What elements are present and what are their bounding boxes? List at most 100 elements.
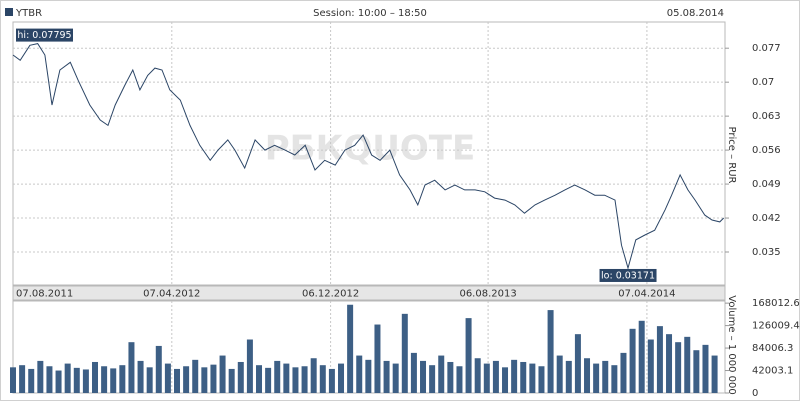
volume-bar	[383, 360, 390, 393]
legend-label: YTBR	[15, 8, 42, 19]
x-tick-label: 06.08.2013	[459, 289, 516, 300]
volume-bar	[210, 364, 217, 393]
volume-bar	[128, 342, 135, 393]
y-tick-label: 0.049	[752, 179, 781, 190]
price-panel	[12, 21, 726, 286]
volume-bar	[237, 361, 244, 393]
y-tick-label: 0.077	[752, 43, 781, 54]
volume-bar	[629, 328, 636, 393]
x-tick-label: 07.08.2011	[16, 289, 73, 300]
volume-bar	[520, 361, 527, 393]
watermark: РБКQUOTE	[265, 129, 475, 169]
volume-bar	[611, 365, 618, 393]
annotation: lo: 0.03171	[601, 270, 655, 281]
volume-bar	[365, 359, 372, 393]
volume-bar	[492, 360, 499, 393]
y-axis-title: Volume – 1 000 000	[726, 295, 737, 394]
volume-bar	[64, 363, 71, 393]
volume-bar	[201, 367, 208, 393]
volume-bar	[556, 355, 563, 393]
volume-bar	[219, 355, 226, 393]
volume-bar	[584, 358, 591, 393]
y-tick-label: 0.07	[752, 77, 774, 88]
volume-bar	[675, 342, 682, 393]
volume-bar	[410, 352, 417, 393]
volume-bar	[246, 339, 253, 393]
volume-bar	[392, 363, 399, 393]
volume-bar	[538, 366, 545, 393]
x-tick-label: 06.12.2012	[302, 289, 359, 300]
volume-bar	[292, 367, 299, 393]
volume-bar	[474, 358, 481, 393]
volume-bar	[656, 326, 663, 393]
volume-bar	[483, 363, 490, 393]
volume-bar	[92, 361, 99, 393]
x-tick-label: 07.04.2012	[143, 289, 200, 300]
volume-bar	[301, 366, 308, 393]
y-tick-label: 0.035	[752, 247, 781, 258]
y-tick-label: 84006.3	[752, 343, 793, 354]
volume-bar	[693, 350, 700, 393]
volume-bar	[37, 360, 44, 393]
y-tick-label: 168012.6	[752, 298, 800, 309]
volume-bar	[647, 339, 654, 393]
volume-bar	[465, 318, 472, 393]
volume-bar	[401, 313, 408, 393]
volume-bar	[438, 355, 445, 393]
volume-bar	[593, 363, 600, 393]
volume-bar	[666, 334, 673, 393]
volume-bar	[283, 363, 290, 393]
volume-bar	[155, 345, 162, 393]
volume-bar	[638, 320, 645, 393]
volume-bar	[310, 358, 317, 393]
y-axis-title: Price – RUR	[726, 127, 737, 184]
volume-bar	[702, 344, 709, 393]
volume-bar	[192, 359, 199, 393]
annotation: hi: 0.07795	[17, 30, 71, 41]
y-tick-label: 0.063	[752, 111, 781, 122]
volume-bar	[447, 361, 454, 393]
volume-bar	[228, 368, 235, 393]
annotation-box	[16, 28, 73, 42]
volume-bar	[19, 365, 26, 393]
y-tick-label: 0.056	[752, 145, 781, 156]
date-band	[12, 285, 726, 301]
volume-bar	[274, 360, 281, 393]
volume-bar	[620, 352, 627, 393]
volume-bar	[82, 369, 89, 393]
volume-bar	[137, 360, 144, 393]
date: 05.08.2014	[667, 8, 724, 19]
volume-bar	[10, 367, 16, 393]
volume-bar	[356, 355, 363, 393]
volume-bar	[73, 367, 80, 393]
volume-bar	[684, 336, 691, 393]
volume-bar	[420, 360, 427, 393]
legend-swatch	[5, 8, 13, 16]
session: Session: 10:00 – 18:50	[313, 8, 427, 19]
volume-bar	[46, 366, 53, 393]
x-tick-label: 07.04.2014	[618, 289, 675, 300]
volume-bar	[319, 365, 326, 393]
volume-bar	[711, 355, 718, 393]
volume-bar	[565, 360, 572, 393]
volume-bar	[347, 304, 354, 393]
volume-bar	[164, 363, 171, 393]
y-tick-label: 126009.4	[752, 321, 800, 332]
price-line	[12, 43, 725, 270]
volume-bar	[101, 366, 108, 393]
volume-bar	[502, 367, 509, 393]
volume-bar	[511, 359, 518, 393]
annotation-box	[599, 268, 657, 282]
volume-bar	[256, 365, 263, 393]
volume-bar	[529, 363, 536, 393]
volume-bar	[547, 310, 554, 393]
y-tick-label: 42003.1	[752, 366, 793, 377]
volume-bar	[602, 360, 609, 393]
volume-bar	[456, 366, 463, 393]
volume-bar	[265, 367, 272, 393]
volume-bar	[28, 368, 35, 393]
volume-bar	[338, 363, 345, 393]
volume-bar	[328, 368, 335, 393]
volume-bar	[429, 365, 436, 393]
